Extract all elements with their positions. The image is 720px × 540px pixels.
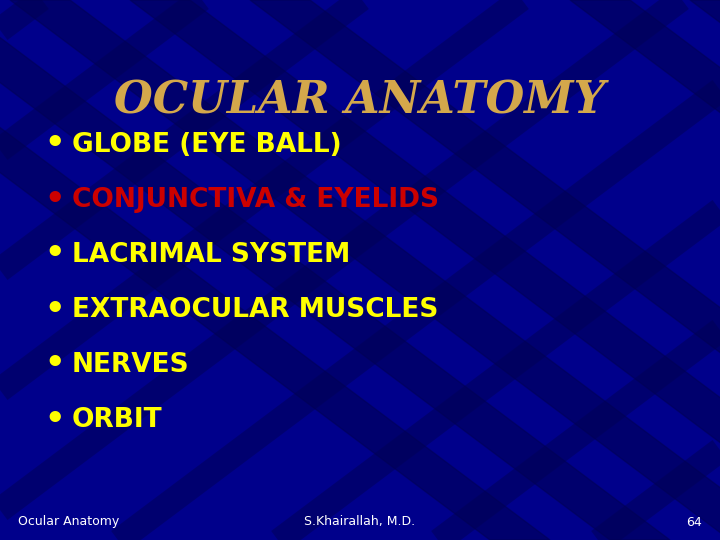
Text: •: • [45, 130, 66, 160]
Polygon shape [0, 0, 670, 540]
Polygon shape [250, 0, 720, 540]
Text: ORBIT: ORBIT [72, 407, 163, 433]
Text: CONJUNCTIVA & EYELIDS: CONJUNCTIVA & EYELIDS [72, 187, 439, 213]
Polygon shape [10, 0, 720, 540]
Polygon shape [130, 0, 720, 540]
Text: •: • [45, 404, 66, 435]
Polygon shape [690, 0, 720, 540]
Polygon shape [0, 0, 550, 540]
Text: OCULAR ANATOMY: OCULAR ANATOMY [114, 80, 606, 123]
Text: Ocular Anatomy: Ocular Anatomy [18, 516, 120, 529]
Text: •: • [45, 349, 66, 381]
Text: EXTRAOCULAR MUSCLES: EXTRAOCULAR MUSCLES [72, 297, 438, 323]
Text: LACRIMAL SYSTEM: LACRIMAL SYSTEM [72, 242, 350, 268]
Text: •: • [45, 185, 66, 215]
Text: •: • [45, 240, 66, 271]
Text: NERVES: NERVES [72, 352, 189, 378]
Text: 64: 64 [686, 516, 702, 529]
Text: GLOBE (EYE BALL): GLOBE (EYE BALL) [72, 132, 341, 158]
Text: •: • [45, 294, 66, 326]
Polygon shape [570, 0, 720, 540]
Text: S.Khairallah, M.D.: S.Khairallah, M.D. [305, 516, 415, 529]
